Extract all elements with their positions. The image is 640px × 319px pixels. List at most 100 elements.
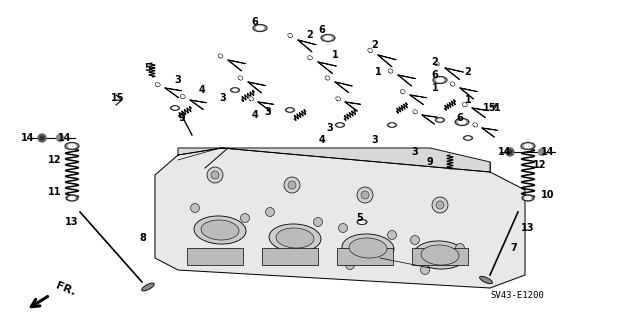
Circle shape xyxy=(339,224,348,233)
Ellipse shape xyxy=(433,77,447,84)
Text: 3: 3 xyxy=(326,123,333,133)
Ellipse shape xyxy=(401,90,405,94)
Polygon shape xyxy=(318,62,337,73)
Ellipse shape xyxy=(141,283,154,291)
Circle shape xyxy=(266,207,275,217)
Polygon shape xyxy=(410,95,426,105)
Text: 6: 6 xyxy=(431,70,438,80)
Circle shape xyxy=(432,197,448,213)
Circle shape xyxy=(211,171,219,179)
Text: 10: 10 xyxy=(541,190,555,200)
Circle shape xyxy=(56,135,63,142)
Bar xyxy=(262,248,318,265)
Ellipse shape xyxy=(521,143,535,150)
Polygon shape xyxy=(165,88,182,98)
Ellipse shape xyxy=(324,36,332,40)
Ellipse shape xyxy=(276,228,314,248)
Text: 3: 3 xyxy=(175,75,181,85)
Text: 13: 13 xyxy=(65,217,79,227)
Text: 14: 14 xyxy=(499,147,512,157)
Text: 5: 5 xyxy=(356,213,364,223)
Ellipse shape xyxy=(335,123,344,127)
Polygon shape xyxy=(190,100,207,109)
Circle shape xyxy=(195,250,205,259)
Ellipse shape xyxy=(387,123,397,127)
Ellipse shape xyxy=(325,76,330,80)
Polygon shape xyxy=(472,108,488,117)
Bar xyxy=(337,248,393,265)
Ellipse shape xyxy=(360,221,365,223)
Polygon shape xyxy=(445,68,463,79)
Polygon shape xyxy=(248,82,266,93)
Circle shape xyxy=(357,187,373,203)
Circle shape xyxy=(420,265,429,275)
Text: 2: 2 xyxy=(465,67,472,77)
Text: 14: 14 xyxy=(21,133,35,143)
Text: 1: 1 xyxy=(431,83,438,93)
Ellipse shape xyxy=(455,118,469,125)
Ellipse shape xyxy=(458,120,465,124)
Ellipse shape xyxy=(450,82,455,86)
Text: 6: 6 xyxy=(252,17,259,27)
Ellipse shape xyxy=(421,245,459,265)
Circle shape xyxy=(346,261,355,270)
Ellipse shape xyxy=(288,33,292,38)
Ellipse shape xyxy=(201,220,239,240)
Ellipse shape xyxy=(173,107,177,109)
Ellipse shape xyxy=(233,89,237,91)
Ellipse shape xyxy=(269,224,321,252)
Text: 1: 1 xyxy=(465,95,472,105)
Text: 3: 3 xyxy=(264,107,271,117)
Ellipse shape xyxy=(65,143,79,150)
Text: 4: 4 xyxy=(198,85,205,95)
Ellipse shape xyxy=(357,219,367,225)
Text: 9: 9 xyxy=(179,113,186,123)
Text: 6: 6 xyxy=(319,25,325,35)
Text: 15: 15 xyxy=(111,93,125,103)
Ellipse shape xyxy=(249,97,253,101)
Ellipse shape xyxy=(466,137,470,139)
Text: 4: 4 xyxy=(252,110,259,120)
Ellipse shape xyxy=(69,197,75,199)
Polygon shape xyxy=(378,55,396,67)
Ellipse shape xyxy=(390,124,394,126)
Polygon shape xyxy=(258,102,273,111)
Text: 3: 3 xyxy=(412,147,419,157)
Circle shape xyxy=(538,149,545,155)
Text: 13: 13 xyxy=(521,223,535,233)
Polygon shape xyxy=(398,75,415,86)
Polygon shape xyxy=(482,128,497,137)
Text: 15: 15 xyxy=(483,103,497,113)
Circle shape xyxy=(361,191,369,199)
Text: 12: 12 xyxy=(533,160,547,170)
Ellipse shape xyxy=(435,62,440,66)
Ellipse shape xyxy=(253,25,267,32)
Ellipse shape xyxy=(68,144,76,148)
Ellipse shape xyxy=(522,195,534,201)
Text: 8: 8 xyxy=(140,233,147,243)
Ellipse shape xyxy=(479,276,492,284)
Ellipse shape xyxy=(438,119,442,121)
Text: 3: 3 xyxy=(372,135,378,145)
Circle shape xyxy=(506,148,514,156)
Ellipse shape xyxy=(414,241,466,269)
Ellipse shape xyxy=(218,54,223,58)
Polygon shape xyxy=(345,102,360,111)
Circle shape xyxy=(40,136,44,140)
Bar xyxy=(187,248,243,265)
Polygon shape xyxy=(228,60,245,71)
Ellipse shape xyxy=(170,106,179,110)
Circle shape xyxy=(410,235,419,244)
Ellipse shape xyxy=(288,109,292,111)
Text: FR.: FR. xyxy=(54,281,77,298)
Ellipse shape xyxy=(321,34,335,41)
Ellipse shape xyxy=(349,238,387,258)
Polygon shape xyxy=(422,115,438,124)
Ellipse shape xyxy=(525,197,531,199)
Text: 3: 3 xyxy=(220,93,227,103)
Ellipse shape xyxy=(156,83,160,87)
Ellipse shape xyxy=(194,216,246,244)
Ellipse shape xyxy=(257,26,264,30)
Polygon shape xyxy=(178,148,490,172)
Circle shape xyxy=(207,167,223,183)
